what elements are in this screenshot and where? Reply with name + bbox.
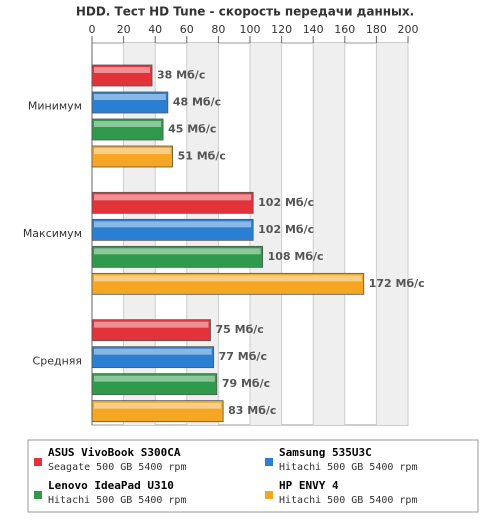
x-tick-label: 40 — [148, 23, 162, 36]
value-label: 102 Мб/с — [258, 223, 314, 236]
value-label: 51 Мб/с — [178, 150, 226, 163]
legend-drive: Hitachi 500 GB 5400 rpm — [48, 495, 186, 506]
value-label: 75 Мб/с — [216, 323, 264, 336]
legend-swatch — [34, 458, 42, 466]
value-label: 83 Мб/с — [228, 404, 276, 417]
x-tick-label: 100 — [240, 23, 261, 36]
legend-label: HP ENVY 4 — [279, 479, 339, 492]
legend-drive: Hitachi 500 GB 5400 rpm — [279, 462, 417, 473]
y-tick-label: Минимум — [28, 100, 82, 113]
bar-shine — [94, 248, 261, 255]
bar-shine — [94, 348, 212, 355]
bar-shine — [94, 275, 362, 282]
bar — [91, 272, 365, 295]
bar — [91, 64, 153, 87]
x-tick-label: 160 — [334, 23, 355, 36]
value-label: 38 Мб/с — [157, 69, 205, 82]
bar-shine — [94, 121, 162, 127]
value-label: 48 Мб/с — [173, 96, 221, 109]
bar — [91, 319, 211, 342]
bar-shine — [94, 194, 252, 201]
bar — [91, 245, 264, 268]
chart-title: HDD. Тест HD Tune - скорость передачи да… — [76, 5, 414, 19]
grid-band — [376, 43, 408, 425]
value-label: 45 Мб/с — [168, 123, 216, 136]
bar — [91, 118, 164, 141]
bar — [91, 218, 254, 241]
bar-shine — [94, 67, 151, 73]
y-tick-label: Максимум — [23, 227, 82, 240]
y-tick-label: Средняя — [33, 354, 82, 367]
x-tick-label: 120 — [271, 23, 292, 36]
bar — [91, 191, 254, 214]
bar-shine — [94, 321, 209, 328]
value-label: 79 Мб/с — [222, 377, 270, 390]
grid-band — [313, 43, 345, 425]
legend-swatch — [265, 458, 273, 466]
grid-band — [250, 43, 282, 425]
value-label: 77 Мб/с — [219, 350, 267, 363]
bar-shine — [94, 148, 171, 154]
bar — [91, 346, 215, 369]
bar — [91, 91, 169, 114]
value-label: 108 Мб/с — [268, 250, 324, 263]
bar-shine — [94, 221, 252, 228]
bar-shine — [94, 375, 215, 382]
value-label: 102 Мб/с — [258, 196, 314, 209]
legend-drive: Hitachi 500 GB 5400 rpm — [279, 495, 417, 506]
x-tick-label: 0 — [89, 23, 96, 36]
x-tick-label: 60 — [180, 23, 194, 36]
x-tick-label: 200 — [398, 23, 419, 36]
legend-label: ASUS VivoBook S300CA — [48, 446, 181, 459]
x-tick-label: 140 — [303, 23, 324, 36]
legend-drive: Seagate 500 GB 5400 rpm — [48, 462, 186, 473]
legend-box — [27, 439, 479, 513]
x-tick-label: 80 — [211, 23, 225, 36]
legend-label: Samsung 535U3C — [279, 446, 372, 459]
x-tick-label: 20 — [117, 23, 131, 36]
legend-label: Lenovo IdeaPad U310 — [48, 479, 174, 492]
bar — [91, 145, 173, 168]
legend-swatch — [265, 491, 273, 499]
bar — [91, 400, 224, 423]
x-tick-label: 180 — [366, 23, 387, 36]
bar-shine — [94, 94, 166, 100]
bar-shine — [94, 402, 222, 409]
legend-swatch — [34, 491, 42, 499]
bar — [91, 373, 218, 396]
value-label: 172 Мб/с — [369, 277, 425, 290]
